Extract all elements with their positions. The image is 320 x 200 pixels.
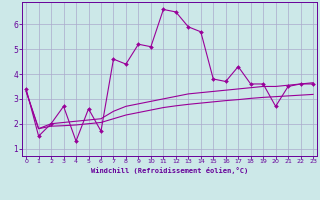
X-axis label: Windchill (Refroidissement éolien,°C): Windchill (Refroidissement éolien,°C) [91,167,248,174]
